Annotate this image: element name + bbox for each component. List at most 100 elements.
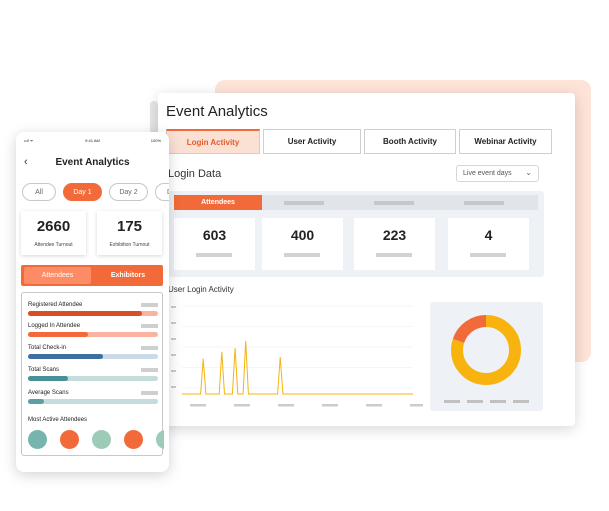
- tab-booth-activity[interactable]: Booth Activity: [364, 129, 456, 154]
- metric-track: [28, 332, 158, 337]
- metric-track: [28, 376, 158, 381]
- stat-label-placeholder: [196, 253, 232, 257]
- turnout-card: 2660 Attendee Turnout: [21, 211, 86, 255]
- metric-value-placeholder: [141, 368, 158, 372]
- y-tick-label: [171, 370, 176, 372]
- login-stats-panel: Attendees 603 400 223 4: [168, 191, 544, 277]
- most-active-title: Most Active Attendees: [28, 417, 88, 423]
- mobile-header: ‹ Event Analytics: [16, 156, 169, 170]
- y-tick-label: [171, 386, 176, 388]
- status-bar: ••ll ᯤ 9:41 AM 100%: [16, 138, 169, 146]
- legend-placeholder: [444, 400, 460, 403]
- stat-value: 603: [202, 227, 227, 243]
- chevron-left-icon[interactable]: ‹: [24, 156, 28, 168]
- x-tick-label: [234, 404, 250, 407]
- x-tick-label: [366, 404, 382, 407]
- metric-value-placeholder: [141, 324, 158, 328]
- turnout-label: Attendee Turnout: [34, 242, 73, 248]
- legend-placeholder: [490, 400, 506, 403]
- donut-panel: [430, 302, 543, 411]
- avatar-row: [28, 430, 164, 450]
- mobile-title: Event Analytics: [55, 157, 130, 168]
- stats-tab-attendees[interactable]: Attendees: [174, 195, 262, 210]
- metric-track: [28, 354, 158, 359]
- stat-card: 4: [448, 218, 529, 270]
- toggle-attendees[interactable]: Attendees: [24, 267, 91, 284]
- avatar[interactable]: [124, 430, 143, 449]
- event-days-dropdown[interactable]: Live event days ⌄: [456, 165, 539, 182]
- metric-label: Total Scans: [28, 367, 60, 373]
- metric-label: Total Check-in: [28, 345, 67, 351]
- activity-tabs: Login Activity User Activity Booth Activ…: [166, 129, 552, 154]
- metric-progress-bar: [28, 376, 69, 381]
- avatar[interactable]: [28, 430, 47, 449]
- desktop-dashboard: Event Analytics Login Activity User Acti…: [158, 93, 575, 426]
- x-tick-label: [278, 404, 294, 407]
- chip-day-2[interactable]: Day 2: [109, 183, 148, 201]
- background-strip: [150, 101, 158, 135]
- metric-progress-bar: [28, 332, 88, 337]
- stats-tab-placeholder[interactable]: [284, 201, 324, 205]
- battery-indicator: 100%: [150, 138, 161, 143]
- metric-progress-bar: [28, 399, 44, 404]
- metric-label: Registered Attendee: [28, 302, 83, 308]
- donut-slice: [451, 315, 521, 385]
- avatar[interactable]: [60, 430, 79, 449]
- stat-card: 223: [354, 218, 435, 270]
- metric-progress-bar: [28, 354, 104, 359]
- page-title: Event Analytics: [166, 103, 268, 120]
- metric-progress-bar: [28, 311, 143, 316]
- tab-user-activity[interactable]: User Activity: [263, 129, 361, 154]
- chip-all[interactable]: All: [22, 183, 56, 201]
- login-activity-line: [182, 341, 413, 395]
- donut-chart: [444, 315, 529, 403]
- stat-value: 4: [484, 227, 493, 243]
- tab-webinar-activity[interactable]: Webinar Activity: [459, 129, 552, 154]
- turnout-value: 2660: [36, 218, 71, 235]
- stats-tab-bar: [174, 195, 538, 210]
- y-tick-label: [171, 354, 176, 356]
- tab-login-activity[interactable]: Login Activity: [166, 129, 260, 154]
- user-login-line-chart: [171, 305, 423, 407]
- x-tick-label: [322, 404, 338, 407]
- stat-label-placeholder: [470, 253, 506, 257]
- stat-label-placeholder: [376, 253, 412, 257]
- stat-card: 603: [174, 218, 255, 270]
- day-filter: All Day 1 Day 2 Da: [22, 183, 169, 201]
- turnout-card: 175 Exhibition Turnout: [97, 211, 162, 255]
- section-title: Login Data: [168, 168, 222, 180]
- mobile-app: ••ll ᯤ 9:41 AM 100% ‹ Event Analytics Al…: [16, 132, 169, 472]
- x-tick-label: [410, 404, 423, 407]
- metrics-list: Most Active Attendees Registered Attende…: [21, 292, 164, 456]
- metric-track: [28, 311, 158, 316]
- dropdown-value: Live event days: [463, 170, 512, 177]
- signal-icon: ••ll ᯤ: [24, 138, 34, 143]
- avatar[interactable]: [156, 430, 164, 449]
- y-tick-label: [171, 338, 176, 340]
- legend-placeholder: [513, 400, 529, 403]
- chip-day-1[interactable]: Day 1: [63, 183, 102, 201]
- turnout-value: 175: [116, 218, 143, 235]
- stat-card: 400: [262, 218, 343, 270]
- avatar[interactable]: [92, 430, 111, 449]
- metric-track: [28, 399, 158, 404]
- x-tick-label: [190, 404, 206, 407]
- stat-value: 223: [382, 227, 407, 243]
- metric-value-placeholder: [141, 303, 158, 307]
- legend-placeholder: [467, 400, 483, 403]
- stat-label-placeholder: [284, 253, 320, 257]
- segment-toggle: Attendees Exhibitors: [21, 265, 163, 286]
- stats-tab-placeholder[interactable]: [464, 201, 504, 205]
- turnout-label: Exhibition Turnout: [109, 242, 150, 248]
- metric-value-placeholder: [141, 391, 158, 395]
- metric-label: Logged In Attendee: [28, 323, 81, 329]
- status-time: 9:41 AM: [85, 138, 100, 143]
- chevron-down-icon: ⌄: [525, 168, 532, 177]
- toggle-exhibitors[interactable]: Exhibitors: [110, 272, 146, 279]
- stat-value: 400: [290, 227, 315, 243]
- stats-tab-placeholder[interactable]: [374, 201, 414, 205]
- chart-title: User Login Activity: [168, 285, 234, 294]
- metric-value-placeholder: [141, 346, 158, 350]
- chip-day-3[interactable]: Da: [155, 183, 169, 201]
